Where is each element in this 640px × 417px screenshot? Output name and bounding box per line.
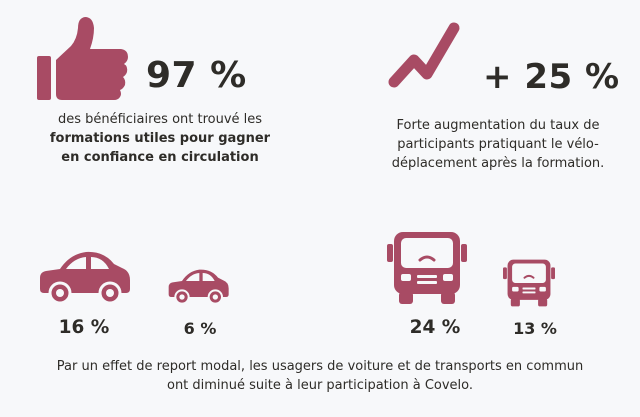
bus-after-value: 13 % [513,319,557,338]
car-before-value: 16 % [58,317,110,338]
stat-right-desc-line: participants pratiquant le vélo- [397,137,599,152]
modal-shift-note: Par un effet de report modal, les usager… [10,357,630,395]
bus-icon [503,258,555,308]
modal-shift-note-line: Par un effet de report modal, les usager… [56,359,584,374]
stat-right-value: + 25 % [483,57,620,97]
stat-left-description: des bénéficiaires ont trouvé les formati… [20,110,300,167]
bus-before-value: 24 % [409,317,461,338]
trend-up-icon [386,20,462,90]
car-icon [166,266,230,308]
stat-left-desc-line: des bénéficiaires ont trouvé les [57,112,263,127]
bus-icon [387,230,467,306]
thumbs-up-icon [37,16,129,102]
car-after-value: 6 % [183,319,217,338]
stat-right-desc-line: Forte augmentation du taux de [396,118,600,133]
modal-shift-note-line: ont diminué suite à leur participation à… [166,378,474,393]
car-icon [36,250,132,306]
stat-right-desc-line: déplacement après la formation. [391,156,605,171]
stat-left-value: 97 % [146,55,247,96]
stat-left-desc-bold: formations utiles pour gagner [49,131,271,146]
stat-right-description: Forte augmentation du taux de participan… [368,116,628,173]
stat-left-desc-bold: en confiance en circulation [61,150,259,165]
